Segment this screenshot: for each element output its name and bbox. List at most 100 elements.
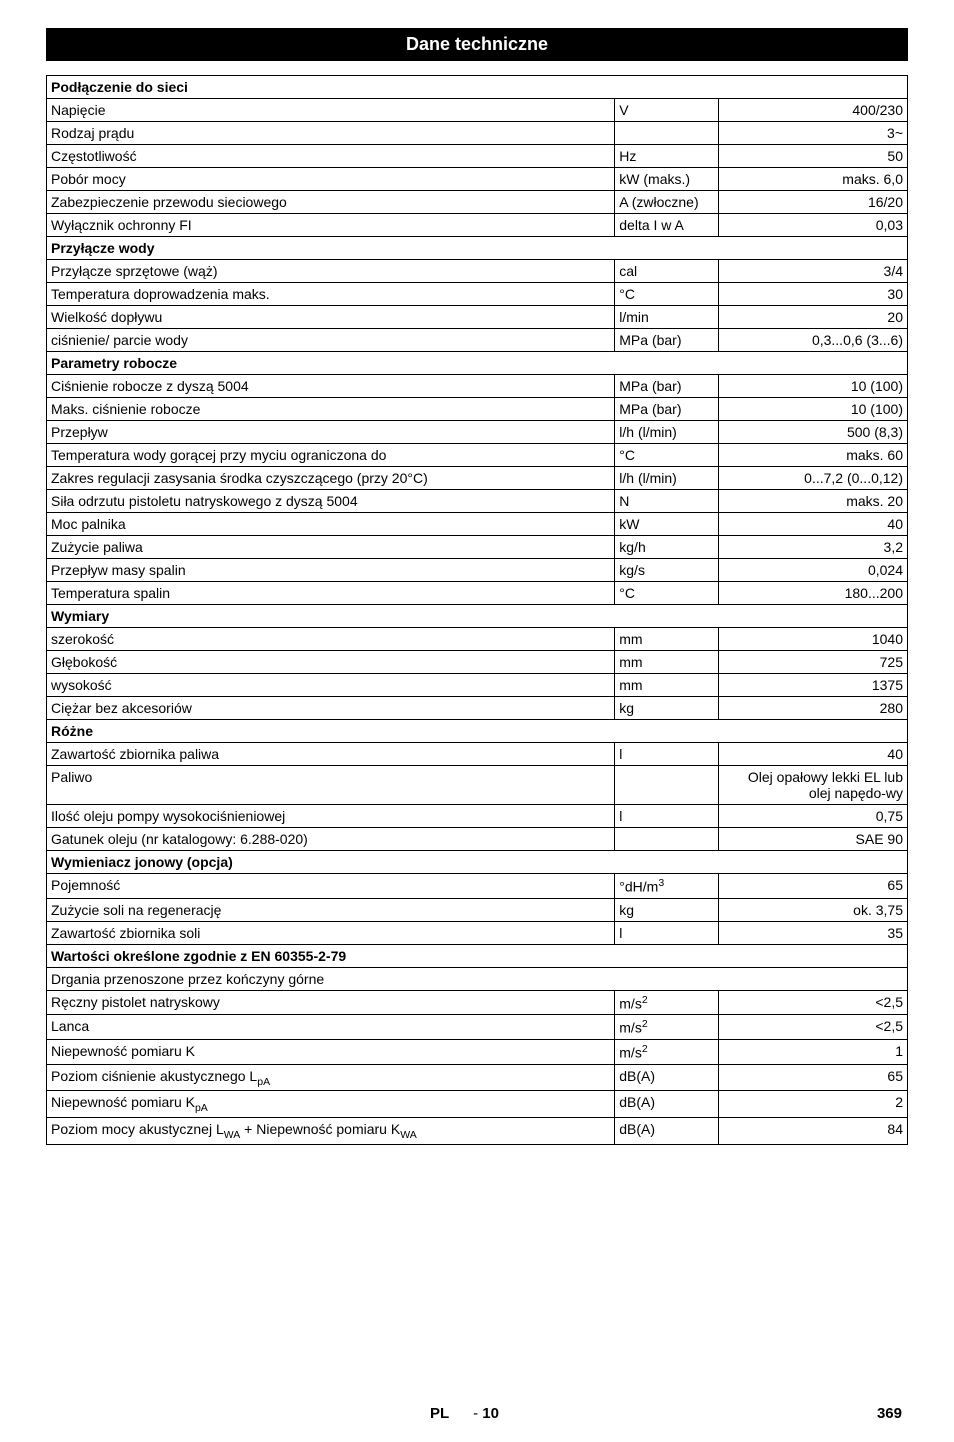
table-row: Paliwo Olej opałowy lekki EL lub olej nap… — [47, 766, 908, 805]
row-value: Olej opałowy lekki EL lub olej napędo-wy — [718, 766, 907, 805]
row-label: Wielkość dopływu — [47, 306, 615, 329]
row-label: Poziom ciśnienie akustycznego LpA — [47, 1064, 615, 1091]
row-value: ok. 3,75 — [718, 898, 907, 921]
row-unit: V — [615, 99, 718, 122]
row-value: <2,5 — [718, 990, 907, 1015]
row-unit: A (zwłoczne) — [615, 191, 718, 214]
row-label: Ciśnienie robocze z dyszą 5004 — [47, 375, 615, 398]
section-subheader: Drgania przenoszone przez kończyny górne — [47, 967, 908, 990]
row-label: Paliwo — [47, 766, 615, 805]
row-unit: kg/h — [615, 536, 718, 559]
row-label: wysokość — [47, 674, 615, 697]
table-row: Przepływ masy spalinkg/s0,024 — [47, 559, 908, 582]
table-row: Przepływl/h (l/min)500 (8,3) — [47, 421, 908, 444]
row-unit: delta I w A — [615, 214, 718, 237]
table-row: Pobór mocykW (maks.)maks. 6,0 — [47, 168, 908, 191]
row-value: 35 — [718, 921, 907, 944]
row-label: Zużycie soli na regenerację — [47, 898, 615, 921]
row-label: Przepływ masy spalin — [47, 559, 615, 582]
row-value: 0,75 — [718, 805, 907, 828]
section-header: Parametry robocze — [47, 352, 908, 375]
row-value: 10 (100) — [718, 398, 907, 421]
table-row: Przyłącze sprzętowe (wąż)cal3/4 — [47, 260, 908, 283]
row-value: 3,2 — [718, 536, 907, 559]
row-value: 1 — [718, 1039, 907, 1064]
row-label: Przepływ — [47, 421, 615, 444]
row-value: 2 — [718, 1091, 907, 1118]
table-row: wysokośćmm1375 — [47, 674, 908, 697]
row-label: Lanca — [47, 1015, 615, 1040]
row-label: Poziom mocy akustycznej LWA + Niepewność… — [47, 1118, 615, 1145]
table-row: Pojemność°dH/m365 — [47, 874, 908, 899]
table-row: Niepewność pomiaru Km/s21 — [47, 1039, 908, 1064]
page-footer: PL - 10 369 — [46, 1405, 908, 1422]
row-unit: mm — [615, 651, 718, 674]
row-unit: m/s2 — [615, 1015, 718, 1040]
row-unit: l/h (l/min) — [615, 421, 718, 444]
row-value: 1375 — [718, 674, 907, 697]
row-value: 180...200 — [718, 582, 907, 605]
row-label: Gatunek oleju (nr katalogowy: 6.288-020) — [47, 828, 615, 851]
row-label: Temperatura spalin — [47, 582, 615, 605]
row-unit: Hz — [615, 145, 718, 168]
row-value: 40 — [718, 513, 907, 536]
row-unit: l/h (l/min) — [615, 467, 718, 490]
row-unit: m/s2 — [615, 1039, 718, 1064]
section-header: Podłączenie do sieci — [47, 76, 908, 99]
row-unit: kg/s — [615, 559, 718, 582]
spec-table: Podłączenie do sieciNapięcieV400/230Rodz… — [46, 75, 908, 1145]
table-row: Ilość oleju pompy wysokociśnieniowejl0,7… — [47, 805, 908, 828]
row-unit: mm — [615, 674, 718, 697]
table-row: Temperatura doprowadzenia maks.°C30 — [47, 283, 908, 306]
row-label: Wyłącznik ochronny FI — [47, 214, 615, 237]
table-row: Siła odrzutu pistoletu natryskowego z dy… — [47, 490, 908, 513]
table-row: Temperatura spalin°C180...200 — [47, 582, 908, 605]
row-label: Zabezpieczenie przewodu sieciowego — [47, 191, 615, 214]
row-value: 1040 — [718, 628, 907, 651]
row-label: Pojemność — [47, 874, 615, 899]
row-unit: MPa (bar) — [615, 329, 718, 352]
row-unit — [615, 766, 718, 805]
page-root: Dane techniczne Podłączenie do sieciNapi… — [0, 0, 954, 1442]
row-value: 3~ — [718, 122, 907, 145]
row-label: Rodzaj prądu — [47, 122, 615, 145]
section-header: Wymiary — [47, 605, 908, 628]
row-unit: kg — [615, 697, 718, 720]
table-row: Zużycie paliwakg/h3,2 — [47, 536, 908, 559]
row-unit: N — [615, 490, 718, 513]
row-value: 725 — [718, 651, 907, 674]
table-row: Zakres regulacji zasysania środka czyszc… — [47, 467, 908, 490]
row-value: <2,5 — [718, 1015, 907, 1040]
row-label: Ciężar bez akcesoriów — [47, 697, 615, 720]
row-unit: l/min — [615, 306, 718, 329]
table-row: Zabezpieczenie przewodu sieciowegoA (zwł… — [47, 191, 908, 214]
table-row: Temperatura wody gorącej przy myciu ogra… — [47, 444, 908, 467]
row-label: Głębokość — [47, 651, 615, 674]
table-row: Maks. ciśnienie roboczeMPa (bar)10 (100) — [47, 398, 908, 421]
row-value: 10 (100) — [718, 375, 907, 398]
footer-right: 369 — [877, 1405, 902, 1422]
row-value: 500 (8,3) — [718, 421, 907, 444]
row-unit: °C — [615, 582, 718, 605]
table-row: NapięcieV400/230 — [47, 99, 908, 122]
section-header: Wymieniacz jonowy (opcja) — [47, 851, 908, 874]
row-value: 50 — [718, 145, 907, 168]
table-row: Lancam/s2<2,5 — [47, 1015, 908, 1040]
page-title: Dane techniczne — [46, 28, 908, 61]
table-row: Wyłącznik ochronny FIdelta I w A0,03 — [47, 214, 908, 237]
row-label: Moc palnika — [47, 513, 615, 536]
row-label: Niepewność pomiaru KpA — [47, 1091, 615, 1118]
row-label: Temperatura wody gorącej przy myciu ogra… — [47, 444, 615, 467]
row-label: Ręczny pistolet natryskowy — [47, 990, 615, 1015]
row-label: ciśnienie/ parcie wody — [47, 329, 615, 352]
row-unit: kg — [615, 898, 718, 921]
row-unit: l — [615, 743, 718, 766]
row-value: 0,3...0,6 (3...6) — [718, 329, 907, 352]
table-row: Głębokośćmm725 — [47, 651, 908, 674]
row-unit: °dH/m3 — [615, 874, 718, 899]
table-row: Ciężar bez akcesoriówkg280 — [47, 697, 908, 720]
row-label: Siła odrzutu pistoletu natryskowego z dy… — [47, 490, 615, 513]
row-value: 65 — [718, 874, 907, 899]
row-unit: °C — [615, 283, 718, 306]
table-row: CzęstotliwośćHz50 — [47, 145, 908, 168]
